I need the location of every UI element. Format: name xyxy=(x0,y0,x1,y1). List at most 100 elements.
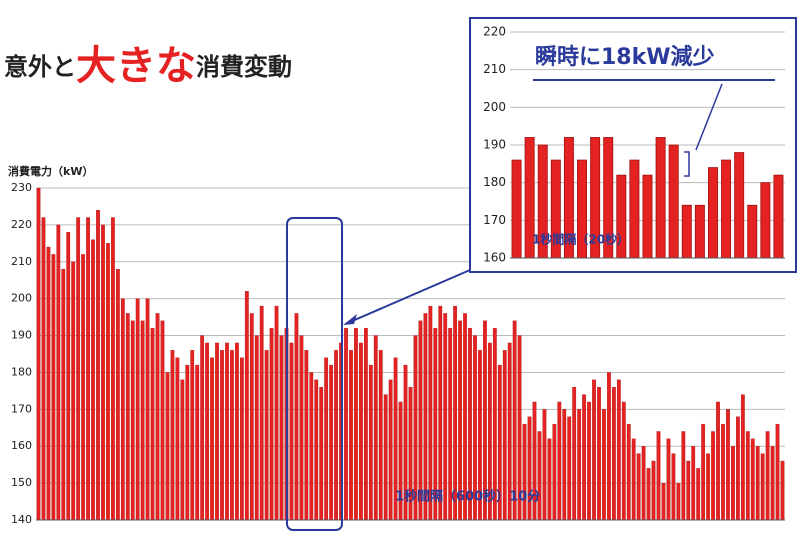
inset-chart: 160 170 180 190 200 210 220 xyxy=(483,25,785,265)
y-tick-label: 170 xyxy=(11,402,32,415)
bar xyxy=(661,482,666,521)
page-title: 意外と大きな消費変動 xyxy=(4,43,292,89)
bar xyxy=(428,305,433,521)
bar xyxy=(175,357,180,521)
bar xyxy=(220,350,224,521)
bar xyxy=(681,204,692,259)
bar xyxy=(537,431,542,521)
bar xyxy=(145,298,150,521)
y-tick-label: 150 xyxy=(11,476,32,489)
bar xyxy=(745,431,750,521)
title-part: 意外と xyxy=(4,53,76,81)
bar xyxy=(666,438,671,521)
bar xyxy=(511,159,522,259)
bar xyxy=(621,401,626,521)
y-axis-label: 消費電力（kW） xyxy=(8,164,93,178)
bar xyxy=(775,423,780,521)
bar xyxy=(641,446,646,521)
bar xyxy=(631,438,636,521)
bar xyxy=(319,387,324,521)
bar xyxy=(557,401,562,521)
bar xyxy=(388,379,393,521)
bar xyxy=(577,409,582,521)
bar xyxy=(755,446,760,521)
bar xyxy=(299,335,304,521)
bar xyxy=(259,305,264,521)
bar xyxy=(86,217,90,521)
bar xyxy=(711,431,715,521)
bar xyxy=(140,320,145,521)
bar xyxy=(249,313,254,521)
bar xyxy=(592,379,596,521)
bar xyxy=(101,224,105,521)
bar xyxy=(324,357,329,521)
bar xyxy=(686,460,691,521)
y-tick-label: 230 xyxy=(11,181,32,194)
bar xyxy=(230,350,234,521)
bar xyxy=(721,159,732,259)
bar xyxy=(165,372,170,521)
link-arrow xyxy=(349,269,471,323)
y-tick-label: 140 xyxy=(11,513,32,526)
bar xyxy=(780,460,785,521)
bar xyxy=(642,174,653,259)
bar xyxy=(716,401,720,521)
bar xyxy=(740,394,745,521)
y-tick-label: 220 xyxy=(11,218,32,231)
bar xyxy=(655,137,666,259)
bar xyxy=(611,387,616,521)
bar xyxy=(562,409,567,521)
bar xyxy=(582,394,586,521)
bar xyxy=(215,342,219,521)
bar xyxy=(629,159,640,259)
bar xyxy=(309,372,314,521)
title-emphasis: 大きな xyxy=(76,43,196,89)
bar xyxy=(115,269,120,521)
main-annotation: 1秒間隔（600秒）10分 xyxy=(395,489,540,505)
bar xyxy=(527,416,532,521)
y-tick-label: 200 xyxy=(11,292,32,305)
bar xyxy=(694,204,705,259)
bar xyxy=(170,350,175,521)
bar xyxy=(636,453,641,521)
bar xyxy=(646,468,651,521)
bar xyxy=(363,328,368,521)
bar xyxy=(671,453,676,521)
bar xyxy=(150,328,155,521)
bar xyxy=(225,342,229,521)
bar xyxy=(106,243,110,521)
bar xyxy=(120,298,125,521)
bar xyxy=(572,387,577,521)
y-tick-label: 160 xyxy=(11,439,32,452)
bar xyxy=(200,335,205,521)
y-tick-label: 220 xyxy=(483,25,506,39)
bar xyxy=(607,372,611,521)
bar xyxy=(190,350,195,521)
bar xyxy=(735,416,740,521)
bar xyxy=(676,482,681,521)
bar xyxy=(41,217,46,521)
bar xyxy=(696,468,701,521)
bar xyxy=(567,416,572,521)
bar xyxy=(731,446,735,521)
bar xyxy=(547,438,552,521)
bar xyxy=(76,217,81,521)
bar xyxy=(651,460,656,521)
bar xyxy=(691,446,696,521)
bar xyxy=(707,167,718,259)
bar xyxy=(734,152,745,259)
bar xyxy=(760,182,771,259)
y-tick-label: 160 xyxy=(483,251,506,265)
y-tick-label: 210 xyxy=(11,255,32,268)
y-tick-label: 190 xyxy=(11,329,32,342)
inset-headline: 瞬時に18kW減少 xyxy=(535,45,715,70)
bar xyxy=(36,187,41,521)
bar xyxy=(552,423,557,521)
link-arrowhead xyxy=(343,314,357,325)
bar xyxy=(542,409,547,521)
bar xyxy=(61,269,66,521)
bar xyxy=(110,217,115,521)
bar xyxy=(66,232,71,521)
bar xyxy=(185,364,190,521)
inset-note: 1秒間隔（20秒） xyxy=(532,232,629,247)
